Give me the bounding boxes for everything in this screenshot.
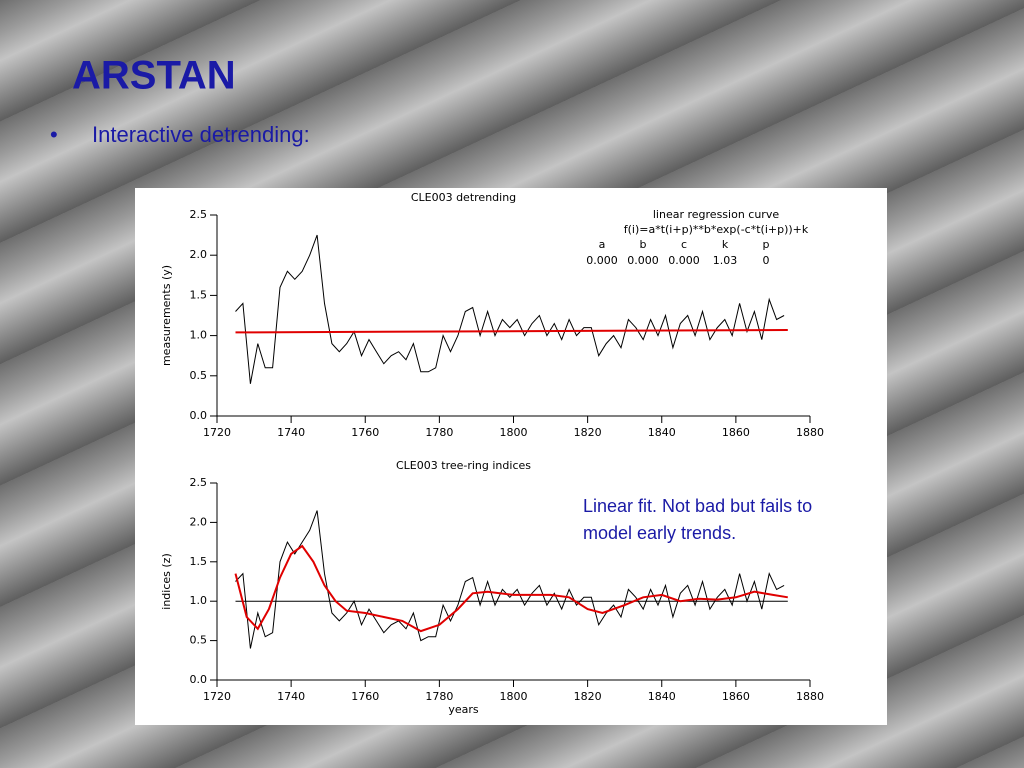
annotation: f(i)=a*t(i+p)**b*exp(-c*t(i+p))+k [624,223,809,236]
y-tick-label: 0.0 [190,409,208,422]
y-tick-label: 0.5 [190,369,208,382]
x-tick-label: 1720 [203,690,231,703]
x-tick-label: 1800 [500,690,528,703]
x-tick-label: 1860 [722,426,750,439]
x-tick-label: 1820 [574,426,602,439]
slide-title: ARSTAN [72,54,236,98]
x-tick-label: 1820 [574,690,602,703]
y-tick-label: 0.0 [190,673,208,686]
y-tick-label: 2.0 [190,248,208,261]
note-line: model early trends. [583,523,736,543]
charts: CLE003 detrending measurements (y) 0.0 0.5 1… [160,191,824,716]
param-name: p [763,238,770,251]
data-line [235,234,785,384]
x-axis-label: years [448,703,479,716]
x-tick-label: 1780 [425,690,453,703]
chart-title: CLE003 tree-ring indices [396,459,531,472]
x-tick-label: 1740 [277,690,305,703]
bullet-text: Interactive detrending: [92,122,310,147]
param-value: 0 [763,254,770,267]
y-axis-label: measurements (y) [160,265,173,366]
x-tick-label: 1880 [796,690,824,703]
param-name: b [640,238,647,251]
param-name: a [599,238,606,251]
param-name: c [681,238,687,251]
y-tick-label: 2.5 [190,208,208,221]
param-value: 1.03 [713,254,738,267]
figure-panel [135,188,887,725]
x-tick-label: 1800 [500,426,528,439]
x-tick-label: 1860 [722,690,750,703]
note-line: Linear fit. Not bad but fails to [583,496,812,516]
data-line [234,544,788,633]
data-line [235,510,785,649]
chart-title: CLE003 detrending [411,191,516,204]
x-tick-label: 1720 [203,426,231,439]
x-tick-label: 1840 [648,690,676,703]
data-line [235,329,788,334]
param-value: 0.000 [668,254,700,267]
x-tick-label: 1840 [648,426,676,439]
annotation: linear regression curve [653,208,779,221]
x-tick-label: 1740 [277,426,305,439]
param-value: 0.000 [627,254,659,267]
y-tick-label: 2.5 [190,476,208,489]
x-tick-label: 1760 [351,690,379,703]
x-tick-label: 1880 [796,426,824,439]
param-value: 0.000 [586,254,618,267]
param-name: k [722,238,729,251]
y-tick-label: 1.5 [190,288,208,301]
y-tick-label: 2.0 [190,515,208,528]
y-tick-label: 1.5 [190,555,208,568]
x-tick-label: 1780 [425,426,453,439]
y-tick-label: 1.0 [190,329,208,342]
y-axis-label: indices (z) [160,553,173,609]
y-tick-label: 0.5 [190,634,208,647]
bullet-marker: • [50,122,58,147]
y-tick-label: 1.0 [190,594,208,607]
x-tick-label: 1760 [351,426,379,439]
